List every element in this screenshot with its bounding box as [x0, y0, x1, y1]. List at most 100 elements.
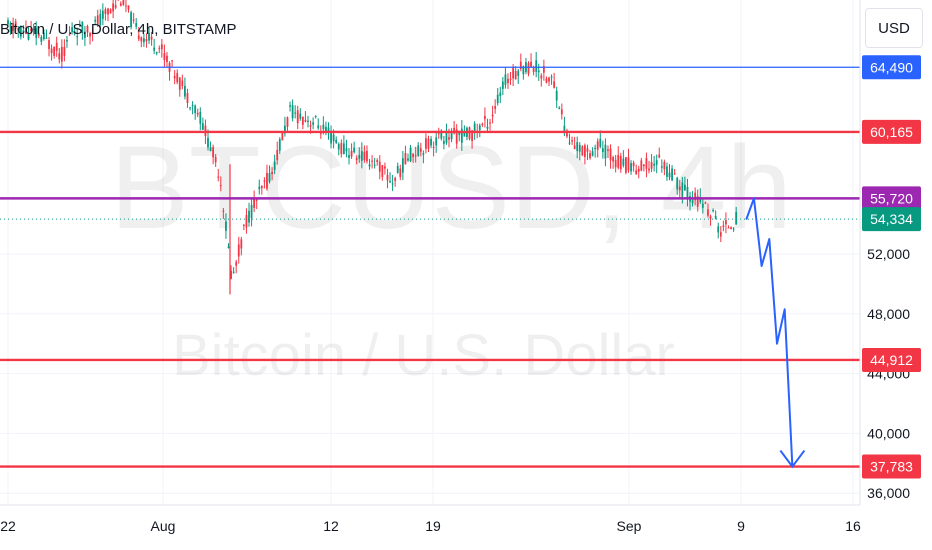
candle-body: [532, 68, 535, 73]
price-tag-label: 54,334: [870, 211, 913, 227]
candle-body: [225, 221, 227, 231]
candle-body: [640, 160, 643, 171]
time-tick-label: Aug: [151, 518, 176, 534]
candle-body: [191, 104, 194, 107]
candle-body: [289, 105, 291, 107]
candle-body: [599, 138, 602, 147]
candle-body: [671, 168, 673, 181]
candle-body: [571, 140, 573, 142]
candle-body: [58, 53, 61, 60]
candle-body: [276, 150, 279, 161]
candle-body: [240, 239, 243, 249]
time-tick-label: 9: [737, 518, 745, 534]
candle-body: [360, 151, 363, 161]
candle-body: [273, 161, 276, 170]
candle-body: [107, 8, 109, 15]
candle-body: [609, 148, 612, 161]
candle-body: [294, 112, 297, 114]
candle-body: [712, 210, 714, 212]
candle-body: [371, 160, 373, 162]
candle-body: [725, 220, 727, 225]
candle-body: [455, 129, 458, 144]
candle-body: [127, 5, 130, 10]
horizontal-levels[interactable]: [0, 0, 860, 468]
candle-body: [471, 130, 473, 142]
price-tag-label: 64,490: [870, 59, 913, 75]
candle-body: [142, 38, 145, 43]
candle-body: [250, 204, 253, 218]
candle-body: [714, 216, 717, 219]
candle-body: [512, 67, 515, 79]
candle-body: [89, 33, 91, 37]
candle-body: [699, 197, 702, 203]
candle-body: [601, 148, 604, 153]
candle-body: [337, 144, 340, 150]
candle-body: [150, 36, 153, 40]
candle-body: [307, 120, 309, 122]
candle-body: [66, 40, 68, 42]
candle-body: [25, 27, 27, 34]
candle-body: [194, 105, 197, 114]
candle-body: [491, 114, 494, 117]
candle-body: [683, 184, 686, 191]
candle-body: [119, 3, 122, 6]
candle-body: [32, 29, 35, 31]
candle-body: [717, 226, 720, 233]
candle-body: [199, 112, 202, 124]
candle-body: [509, 78, 512, 80]
candle-body: [281, 132, 284, 141]
candle-body: [301, 116, 304, 125]
candle-body: [563, 125, 566, 131]
candle-body: [435, 137, 438, 146]
candle-body: [386, 174, 389, 181]
candle-body: [181, 80, 184, 87]
candle-body: [576, 142, 579, 152]
candle-body: [248, 210, 250, 223]
candle-body: [22, 30, 25, 33]
candle-body: [48, 40, 50, 49]
candle-body: [581, 146, 584, 156]
candle-body: [94, 19, 97, 22]
candle-body: [666, 166, 668, 177]
candle-body: [332, 134, 335, 142]
time-tick-label: 16: [845, 518, 861, 534]
candle-body: [612, 157, 615, 162]
candle-body: [619, 156, 622, 170]
candle-body: [76, 36, 79, 38]
candle-body: [355, 158, 358, 160]
candle-body: [40, 36, 43, 42]
candle-body: [381, 165, 384, 177]
projection-path[interactable]: [745, 197, 806, 469]
candle-body: [550, 76, 553, 78]
candle-body: [314, 115, 317, 117]
candle-body: [176, 73, 179, 83]
candle-body: [642, 164, 645, 167]
price-tag: [862, 119, 921, 144]
price-tick-label: 40,000: [867, 425, 910, 441]
candle-body: [496, 94, 499, 104]
price-tick-label: 52,000: [867, 246, 910, 262]
candle-body: [694, 192, 697, 201]
candle-body: [166, 55, 168, 62]
candle-body: [207, 137, 209, 148]
candle-body: [101, 10, 104, 19]
candle-body: [68, 34, 71, 36]
candle-body: [230, 270, 232, 279]
candle-body: [591, 151, 594, 156]
candle-body: [668, 172, 671, 178]
candle-body: [153, 47, 156, 51]
candle-body: [584, 145, 586, 157]
candle-body: [542, 66, 545, 73]
candle-body: [353, 147, 356, 153]
candle-body: [573, 145, 576, 150]
currency-button[interactable]: USD: [865, 8, 923, 48]
time-axis[interactable]: 22 Aug 12 19 Sep 9 16: [0, 518, 861, 534]
candle-body: [86, 26, 89, 33]
candle-body: [27, 34, 30, 40]
candle-body: [7, 20, 9, 25]
candle-body: [322, 124, 325, 129]
price-tag: [862, 186, 921, 211]
candle-body: [60, 46, 63, 62]
candle-body: [399, 168, 402, 177]
